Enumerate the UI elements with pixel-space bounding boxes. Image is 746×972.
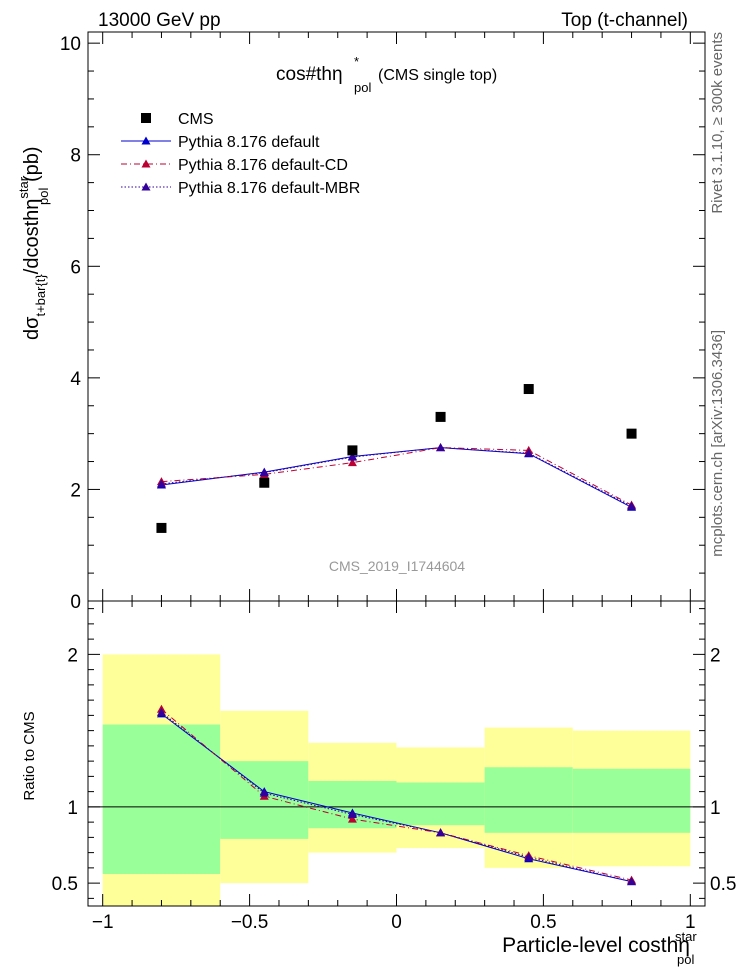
ratio-series-point: [259, 788, 269, 797]
mcplots-side-label: mcplots.cern.ch [arXiv:1306.3436]: [709, 330, 726, 557]
legend-label: Pythia 8.176 default-CD: [178, 157, 348, 174]
main-panel: 0 2 4 6 8 10: [60, 31, 706, 613]
main-series-line: [161, 447, 632, 506]
ratio-ytick-label-right: 1: [710, 798, 721, 819]
main-title: cos#thη: [276, 64, 343, 85]
main-series-point: [347, 458, 357, 467]
ratio-ytick-label: 2: [67, 645, 78, 666]
main-series-point: [436, 443, 446, 452]
main-ylabel-c: (pb): [21, 146, 43, 187]
main-ylabel-bsub: pol: [36, 187, 51, 204]
main-ytick-label: 6: [70, 257, 81, 278]
cms-data-point: [347, 445, 358, 456]
rivet-side-label: Rivet 3.1.10, ≥ 300k events: [709, 32, 726, 214]
ratio-xtick-label: −0.5: [231, 912, 269, 933]
main-ylabel-bsup: star: [16, 176, 31, 198]
main-title-text: cos#th: [276, 64, 332, 85]
ratio-series-point: [156, 707, 166, 716]
ratio-ylabel: Ratio to CMS: [21, 711, 38, 800]
main-title-star: *: [354, 54, 359, 69]
ratio-band-inner: [220, 761, 309, 839]
main-ylabel-asub: t+bar{t}: [33, 274, 48, 317]
main-ytick-label: 8: [70, 146, 81, 167]
legend: CMS Pythia 8.176 default Pythia 8.176 defa…: [121, 111, 360, 197]
ratio-ytick-label-right: 2: [710, 645, 721, 666]
main-ytick-label: 4: [70, 369, 81, 390]
ratio-xtick-label: 0: [391, 912, 402, 933]
ratio-series-point: [347, 814, 357, 823]
cms-data-point: [259, 477, 270, 488]
main-ytick-label: 0: [70, 592, 81, 613]
main-title-sub: pol: [354, 80, 371, 95]
cms-data-point: [626, 428, 637, 439]
ratio-series-point: [347, 810, 357, 818]
ratio-xlabel-main: Particle-level costhη: [502, 934, 690, 957]
main-series-point: [524, 448, 534, 457]
ratio-series-line: [161, 711, 632, 883]
legend-marker: [141, 136, 151, 145]
ratio-band-inner: [396, 782, 485, 826]
ratio-series-point: [524, 852, 534, 861]
cms-data-point: [435, 411, 446, 422]
ratio-xlabel: Particle-level costhη: [502, 934, 690, 957]
main-series-point: [156, 479, 166, 488]
main-series-line: [161, 447, 632, 508]
header-process-label: Top (t-channel): [561, 10, 688, 31]
legend-marker-cms: [141, 113, 151, 123]
ratio-band-inner: [484, 767, 573, 833]
legend-label: CMS: [178, 111, 214, 128]
cms-data-point: [156, 522, 167, 533]
legend-marker: [141, 159, 151, 168]
watermark: CMS_2019_I1744604: [329, 558, 465, 574]
main-title-eta: η: [332, 64, 343, 85]
main-ytick-label: 2: [70, 480, 81, 501]
main-ylabel-a: dσ: [21, 316, 43, 340]
main-series-point: [347, 452, 357, 461]
main-series-point: [259, 468, 269, 477]
ratio-series-point: [627, 877, 637, 886]
ratio-band-inner: [572, 768, 691, 833]
ratio-xtick-label: 1: [685, 912, 696, 933]
legend-label: Pythia 8.176 default: [178, 134, 320, 151]
main-ylabel-b: /dcosthη: [21, 199, 43, 275]
main-series-line: [161, 447, 632, 507]
legend-label: Pythia 8.176 default-MBR: [178, 180, 360, 197]
main-series-point: [627, 501, 637, 510]
ratio-xlabel-sub: pol: [677, 952, 694, 967]
ratio-panel: 0.5 0.5 1 1 2 2 −1 −0.5 0 0.5 1: [52, 600, 736, 933]
header-energy-label: 13000 GeV pp: [98, 10, 221, 31]
ratio-ytick-label: 0.5: [52, 874, 78, 895]
ratio-ytick-label-right: 0.5: [710, 874, 736, 895]
ratio-xlabel-sup: star: [675, 929, 697, 944]
ratio-xtick-label: −1: [92, 912, 114, 933]
ratio-ytick-label: 1: [67, 798, 78, 819]
cms-data-point: [523, 384, 534, 395]
ratio-series-point: [436, 828, 446, 837]
main-ylabel: dσt+bar{t}/dcosthηstar pol (pb): [16, 146, 51, 340]
ratio-xtick-label: 0.5: [530, 912, 556, 933]
ratio-series-line: [161, 713, 632, 883]
main-title-rest: (CMS single top): [378, 67, 497, 84]
main-ytick-label: 10: [60, 34, 81, 55]
legend-marker: [141, 182, 151, 191]
ratio-band-inner: [102, 724, 221, 874]
